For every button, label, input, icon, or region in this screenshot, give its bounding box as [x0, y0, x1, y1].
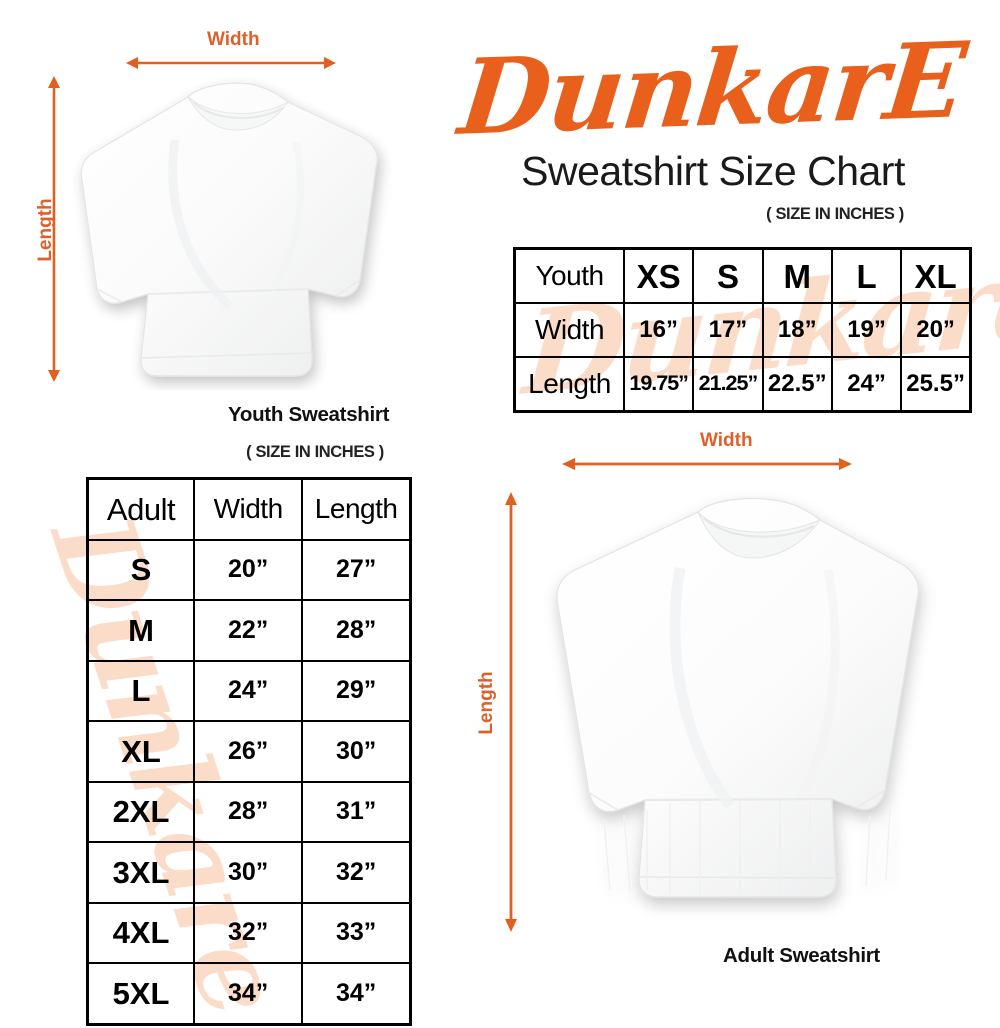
- youth-length-m: 22.5”: [761, 356, 833, 413]
- adult-length-s: 27”: [301, 538, 412, 601]
- adult-col-header-size: Adult: [86, 477, 195, 541]
- youth-size-xl: XL: [900, 247, 972, 304]
- adult-size-3xl: 3XL: [86, 841, 195, 904]
- adult-width-s: 20”: [192, 538, 304, 601]
- adult-sweatshirt-caption: Adult Sweatshirt: [723, 944, 880, 967]
- youth-size-table: Youth XS S M L XL Width 16” 17” 18” 19” …: [513, 247, 972, 413]
- adult-width-label: Width: [700, 430, 753, 451]
- youth-length-s: 21.25”: [692, 356, 764, 413]
- adult-length-xl: 30”: [301, 720, 412, 783]
- brand-logo: DunkarE: [437, 18, 987, 158]
- adult-width-2xl: 28”: [192, 780, 304, 843]
- youth-row-header: Youth: [513, 247, 625, 304]
- table-row: S 20” 27”: [86, 538, 412, 601]
- adult-width-xl: 26”: [192, 720, 304, 783]
- adult-width-l: 24”: [192, 659, 304, 722]
- adult-length-l: 29”: [301, 659, 412, 722]
- adult-size-4xl: 4XL: [86, 901, 195, 964]
- youth-size-l: L: [830, 247, 903, 304]
- table-row: 2XL 28” 31”: [86, 780, 412, 843]
- youth-size-xs: XS: [622, 247, 695, 304]
- adult-width-arrow: [562, 458, 852, 470]
- adult-size-table: Adult Width Length S 20” 27” M 22” 28” L…: [86, 477, 412, 1026]
- adult-width-5xl: 34”: [192, 962, 304, 1025]
- adult-size-5xl: 5XL: [86, 962, 195, 1025]
- adult-length-arrow: [505, 492, 517, 932]
- adult-col-header-length: Length: [301, 477, 412, 541]
- table-row-youth-length: Length 19.75” 21.25” 22.5” 24” 25.5”: [513, 356, 972, 413]
- youth-width-l: 19”: [830, 302, 903, 358]
- adult-sweatshirt-image: [540, 490, 960, 940]
- adult-width-4xl: 32”: [192, 901, 304, 964]
- youth-sweatshirt-caption: Youth Sweatshirt: [228, 403, 390, 426]
- page-title: Sweatshirt Size Chart: [521, 148, 905, 194]
- youth-sweatshirt-image: [60, 70, 400, 390]
- adult-length-5xl: 34”: [301, 962, 412, 1025]
- adult-size-l: L: [86, 659, 195, 722]
- adult-width-3xl: 30”: [192, 841, 304, 904]
- youth-width-m: 18”: [761, 302, 833, 358]
- youth-width-s: 17”: [692, 302, 764, 358]
- table-row: 5XL 34” 34”: [86, 962, 412, 1025]
- table-row-youth-sizes: Youth XS S M L XL: [513, 247, 972, 304]
- youth-size-s: S: [692, 247, 764, 304]
- adult-size-xl: XL: [86, 720, 195, 783]
- size-chart-canvas: Width Length Youth Sweatshirt DunkarE Sw…: [25, 18, 1000, 1028]
- table-row-adult-header: Adult Width Length: [86, 477, 412, 541]
- youth-length-header: Length: [513, 356, 625, 413]
- adult-width-m: 22”: [192, 599, 304, 662]
- youth-size-m: M: [761, 247, 833, 304]
- youth-width-header: Width: [513, 302, 625, 358]
- brand-wordmark: DunkarE: [453, 17, 971, 159]
- youth-width-xs: 16”: [622, 302, 695, 358]
- youth-length-label: Length: [35, 198, 56, 262]
- adult-length-label: Length: [476, 671, 497, 735]
- table-row: 3XL 30” 32”: [86, 841, 412, 904]
- adult-length-4xl: 33”: [301, 901, 412, 964]
- units-note-youth: ( SIZE IN INCHES ): [766, 205, 904, 223]
- table-row: XL 26” 30”: [86, 720, 412, 783]
- adult-length-m: 28”: [301, 599, 412, 662]
- table-row-youth-width: Width 16” 17” 18” 19” 20”: [513, 302, 972, 358]
- adult-col-header-width: Width: [192, 477, 304, 541]
- table-row: L 24” 29”: [86, 659, 412, 722]
- adult-length-3xl: 32”: [301, 841, 412, 904]
- youth-length-arrow: [48, 76, 60, 382]
- adult-length-2xl: 31”: [301, 780, 412, 843]
- youth-width-arrow: [126, 57, 336, 69]
- adult-size-m: M: [86, 599, 195, 662]
- adult-size-2xl: 2XL: [86, 780, 195, 843]
- table-row: M 22” 28”: [86, 599, 412, 662]
- youth-width-xl: 20”: [900, 302, 972, 358]
- units-note-adult: ( SIZE IN INCHES ): [246, 443, 384, 461]
- youth-width-label: Width: [207, 29, 260, 50]
- adult-size-s: S: [86, 538, 195, 601]
- table-row: 4XL 32” 33”: [86, 901, 412, 964]
- youth-length-xl: 25.5”: [900, 356, 972, 413]
- youth-length-l: 24”: [830, 356, 903, 413]
- youth-length-xs: 19.75”: [622, 356, 695, 413]
